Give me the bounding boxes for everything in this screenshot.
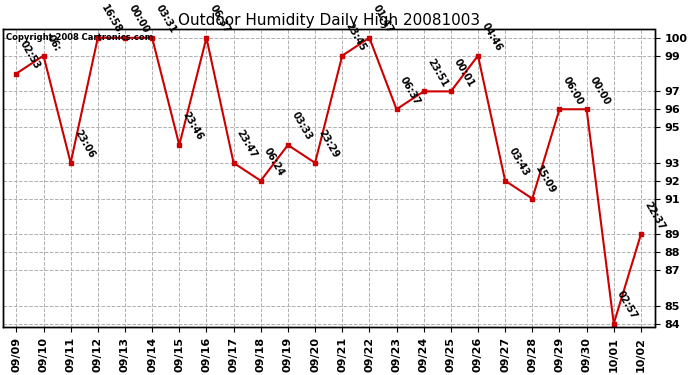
Text: 06:: 06: (45, 33, 62, 53)
Text: 01:47: 01:47 (371, 3, 395, 35)
Text: 02:53: 02:53 (18, 39, 42, 71)
Text: 23:06: 23:06 (72, 128, 96, 160)
Text: 06:24: 06:24 (262, 146, 286, 178)
Text: 03:43: 03:43 (506, 146, 531, 178)
Text: 23:51: 23:51 (425, 57, 449, 88)
Title: Outdoor Humidity Daily High 20081003: Outdoor Humidity Daily High 20081003 (177, 13, 480, 28)
Text: 03:31: 03:31 (153, 3, 178, 35)
Text: 00:00: 00:00 (126, 3, 150, 35)
Text: 04:46: 04:46 (480, 21, 504, 53)
Text: 03:33: 03:33 (289, 110, 313, 142)
Text: 00:00: 00:00 (588, 75, 612, 106)
Text: 06:00: 06:00 (561, 75, 585, 106)
Text: 16:58: 16:58 (99, 3, 124, 35)
Text: 23:46: 23:46 (181, 110, 205, 142)
Text: Copyright 2008 Cartronics.com: Copyright 2008 Cartronics.com (6, 33, 153, 42)
Text: 02:57: 02:57 (615, 289, 640, 321)
Text: 23:45: 23:45 (344, 21, 368, 53)
Text: 00:01: 00:01 (452, 57, 476, 88)
Text: 23:29: 23:29 (317, 128, 341, 160)
Text: 23:47: 23:47 (235, 128, 259, 160)
Text: 06:37: 06:37 (398, 75, 422, 106)
Text: 15:09: 15:09 (533, 164, 558, 196)
Text: 06:37: 06:37 (208, 3, 232, 35)
Text: 22:37: 22:37 (642, 200, 667, 231)
